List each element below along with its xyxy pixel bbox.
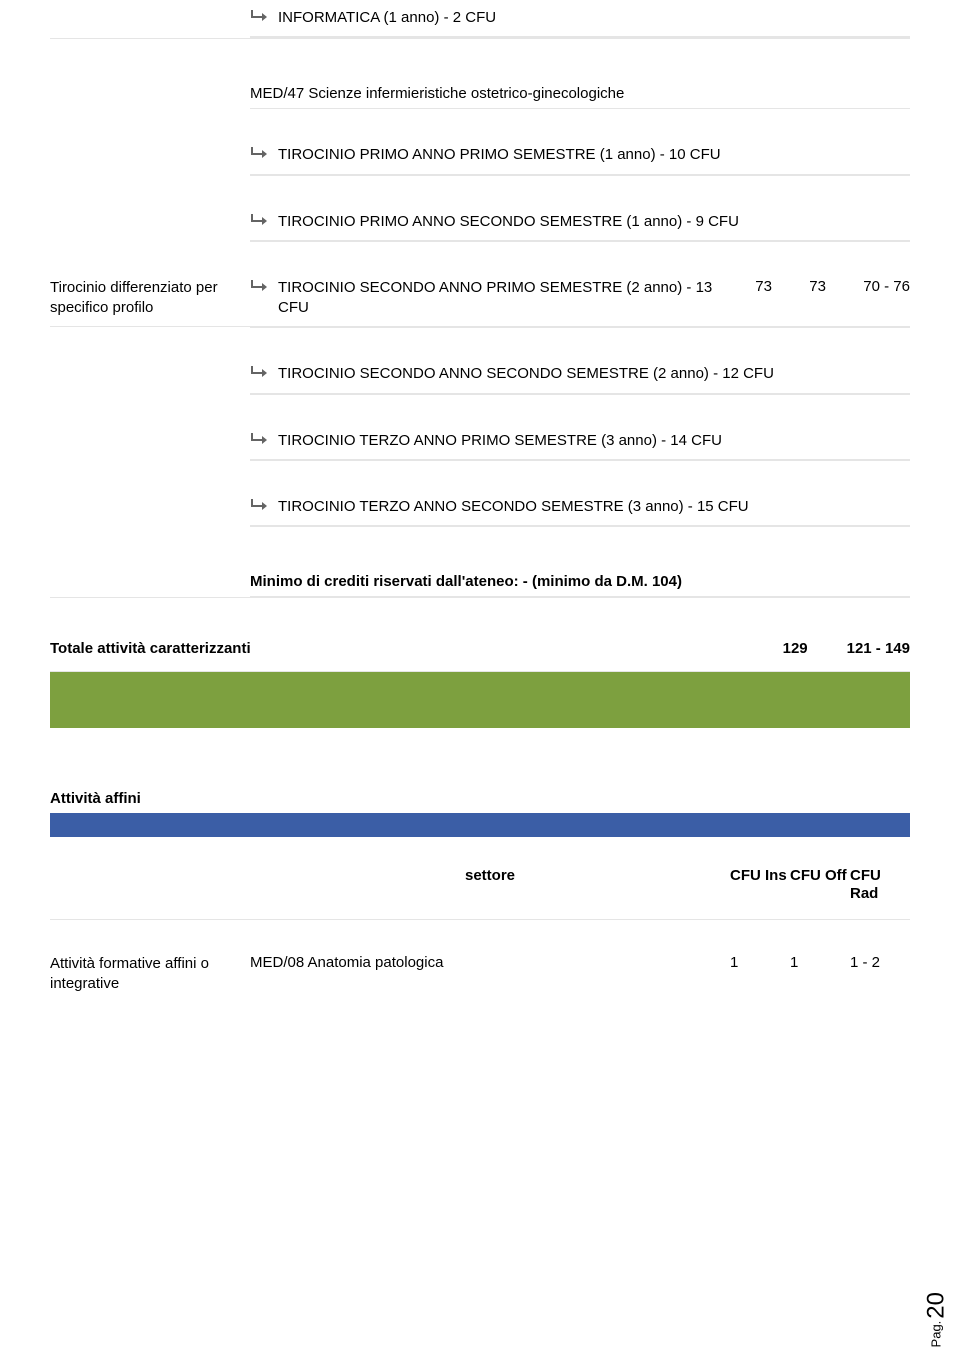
arrow-icon — [250, 145, 272, 159]
profile-label: Tirocinio differenziato per specifico pr… — [50, 278, 250, 319]
course-item: INFORMATICA (1 anno) - 2 CFU — [250, 0, 910, 37]
num-off: 73 — [809, 278, 847, 295]
arrow-icon — [250, 212, 272, 226]
minimo-text: Minimo di crediti riservati dall'ateneo:… — [250, 563, 910, 597]
arrow-icon — [250, 278, 272, 292]
row-n3: 1 - 2 — [850, 954, 910, 971]
arrow-icon — [250, 8, 272, 22]
num-rad: 70 - 76 — [863, 278, 910, 295]
row-settore: MED/08 Anatomia patologica — [250, 954, 730, 971]
course-item: TIROCINIO PRIMO ANNO SECONDO SEMESTRE (1… — [250, 204, 910, 241]
total-row: Totale attività caratterizzanti 129 121 … — [50, 626, 910, 671]
course-item: TIROCINIO TERZO ANNO PRIMO SEMESTRE (3 a… — [250, 423, 910, 460]
course-item: TIROCINIO PRIMO ANNO PRIMO SEMESTRE (1 a… — [250, 137, 910, 174]
course-text: TIROCINIO PRIMO ANNO SECONDO SEMESTRE (1… — [278, 212, 739, 232]
course-text: TIROCINIO SECONDO ANNO SECONDO SEMESTRE … — [278, 364, 774, 384]
olive-bar — [50, 672, 910, 728]
label-text: MED/47 Scienze infermieristiche ostetric… — [250, 85, 624, 102]
total-label: Totale attività caratterizzanti — [50, 640, 783, 657]
pag-label: Pag. — [928, 1321, 943, 1347]
course-item: TIROCINIO SECONDO ANNO SECONDO SEMESTRE … — [250, 356, 910, 393]
course-text: TIROCINIO SECONDO ANNO PRIMO SEMESTRE (2… — [278, 278, 743, 319]
pag-num: 20 — [922, 1292, 949, 1319]
profile-row: Tirocinio differenziato per specifico pr… — [50, 270, 910, 328]
blue-bar — [50, 813, 910, 837]
section-label: MED/47 Scienze infermieristiche ostetric… — [250, 75, 910, 109]
affini-heading: Attività affini — [50, 778, 910, 813]
course-text: TIROCINIO TERZO ANNO SECONDO SEMESTRE (3… — [278, 497, 749, 517]
arrow-icon — [250, 431, 272, 445]
table-row: Attività formative affini o integrative … — [50, 940, 910, 995]
arrow-icon — [250, 364, 272, 378]
header-ins: CFU Ins — [730, 867, 790, 903]
total-numbers: 129 121 - 149 — [783, 640, 910, 657]
row-n2: 1 — [790, 954, 850, 971]
header-settore: settore — [250, 867, 730, 903]
arrow-icon — [250, 497, 272, 511]
row-label: Attività formative affini o integrative — [50, 954, 250, 995]
num-ins: 73 — [755, 278, 793, 295]
course-text: TIROCINIO PRIMO ANNO PRIMO SEMESTRE (1 a… — [278, 145, 721, 165]
header-off: CFU Off — [790, 867, 850, 903]
course-text: INFORMATICA (1 anno) - 2 CFU — [278, 8, 496, 28]
profile-course: TIROCINIO SECONDO ANNO PRIMO SEMESTRE (2… — [250, 278, 743, 319]
table-header: settore CFU Ins CFU Off CFU Rad — [50, 851, 910, 920]
total-n2: 121 - 149 — [847, 640, 910, 657]
header-rad: CFU Rad — [850, 867, 910, 903]
course-item: TIROCINIO TERZO ANNO SECONDO SEMESTRE (3… — [250, 489, 910, 526]
profile-numbers: 73 73 70 - 76 — [743, 278, 910, 295]
total-n1: 129 — [783, 640, 827, 657]
page-footer: Pag. 20 — [922, 1292, 950, 1347]
row-n1: 1 — [730, 954, 790, 971]
course-text: TIROCINIO TERZO ANNO PRIMO SEMESTRE (3 a… — [278, 431, 722, 451]
